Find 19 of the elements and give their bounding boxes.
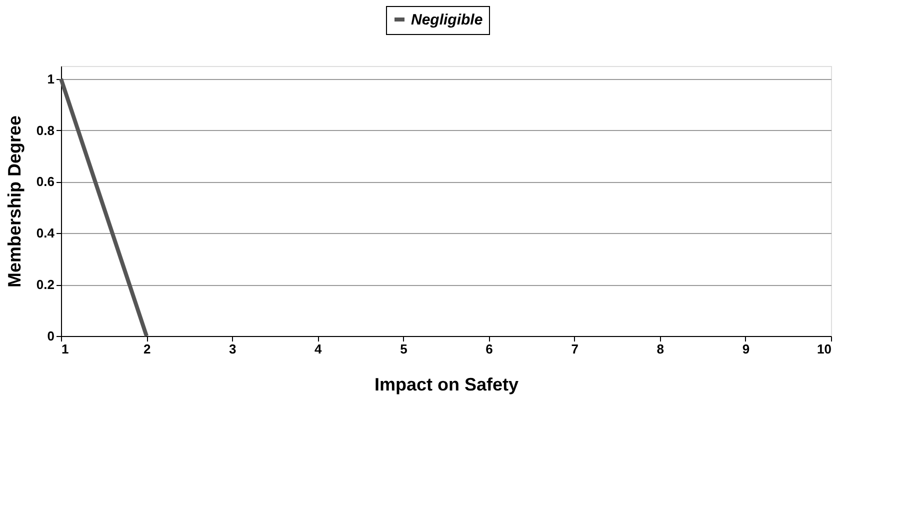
y-tick-label: 0.6 xyxy=(36,174,54,190)
y-tick-label: 0.2 xyxy=(36,277,54,292)
x-tick-label: 9 xyxy=(742,342,750,356)
y-tick-label: 0.8 xyxy=(36,122,54,138)
y-axis-title: Membership Degree xyxy=(4,115,24,288)
x-tick-label: 1 xyxy=(62,342,69,356)
x-tick-label: 4 xyxy=(314,342,323,356)
x-tick-label: 2 xyxy=(143,342,151,356)
x-tick-label: 6 xyxy=(486,342,493,356)
y-tick-label: 0.4 xyxy=(36,226,56,241)
y-tick-label: 1 xyxy=(47,71,54,86)
x-tick-label: 5 xyxy=(400,342,408,356)
x-axis-title: Impact on Safety xyxy=(374,374,519,394)
x-tick-label: 10 xyxy=(817,342,832,356)
x-tick-label: 7 xyxy=(571,342,578,356)
y-tick-label: 0 xyxy=(47,328,54,344)
x-tick-label: 3 xyxy=(228,342,236,356)
x-tick-label: 8 xyxy=(656,342,664,356)
legend-label: Negligible xyxy=(411,12,483,28)
